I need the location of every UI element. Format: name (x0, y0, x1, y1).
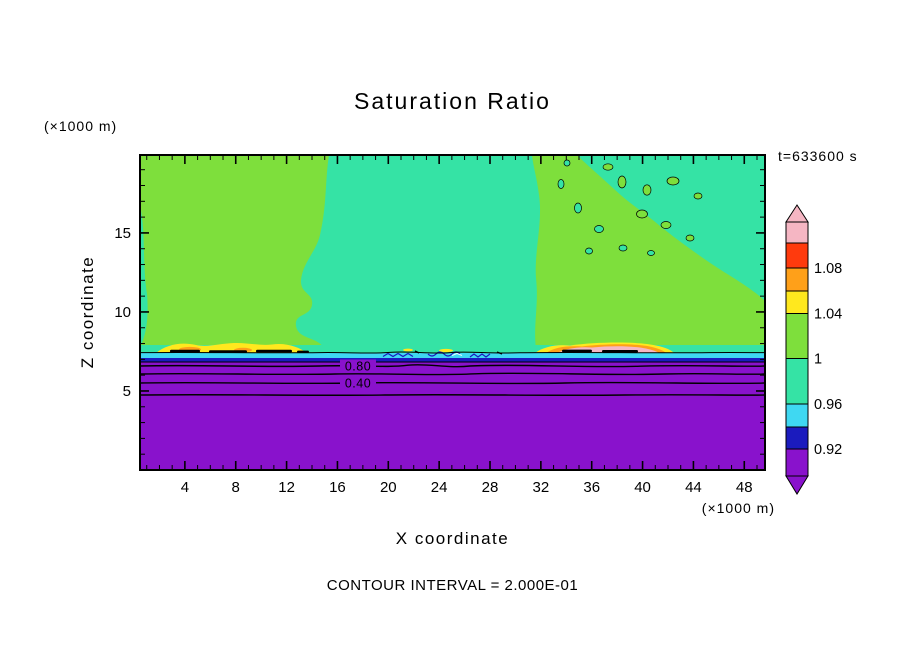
y-axis-units: (×1000 m) (44, 118, 118, 134)
contour-blob (642, 184, 652, 196)
x-tick-label: 36 (583, 479, 600, 496)
squiggle-speck (403, 348, 413, 352)
x-tick-label: 48 (736, 479, 753, 496)
y-tick-label: 5 (123, 383, 131, 400)
colorbar-segment (785, 242, 809, 269)
contour-blob (636, 209, 648, 219)
colorbar-segment (785, 221, 809, 244)
colorbar-label: 1.04 (814, 307, 842, 323)
x-tick-label: 12 (278, 479, 295, 496)
colorbar-segment (785, 403, 809, 428)
contour-blob (617, 175, 627, 189)
contour-line-0.40 (140, 381, 765, 385)
contour-line-1.00 (140, 351, 765, 354)
contour-line-labels: 0.80 0.40 (340, 359, 376, 391)
x-tick-label: 40 (634, 479, 651, 496)
contour-blob (693, 192, 703, 200)
squiggle (469, 353, 491, 358)
band-springgreen-strip (140, 345, 765, 353)
colorbar-segment (785, 448, 809, 477)
colorbar-arrow-top (785, 204, 809, 223)
contour-blob (563, 159, 571, 167)
contour-blob (618, 244, 628, 252)
colorbar: 1.08 1.04 1 0.96 0.92 (785, 204, 842, 495)
y-tick-label: 15 (114, 225, 131, 242)
contour-interval-note: CONTOUR INTERVAL = 2.000E-01 (326, 577, 579, 594)
pocket-dash-contours (170, 349, 638, 353)
squiggle (382, 352, 414, 358)
colorbar-segment (785, 358, 809, 405)
colorbar-segment (785, 267, 809, 292)
contour-blob (660, 221, 672, 229)
colorbar-segment (785, 426, 809, 450)
contour-blob (585, 247, 593, 255)
colorbar-label: 1 (814, 352, 822, 368)
colorbar-label: 0.96 (814, 397, 842, 413)
x-axis-units: (×1000 m) (701, 500, 775, 516)
contour-blob (666, 176, 680, 186)
filled-contour-regions: 0.80 0.40 (140, 155, 765, 470)
axis-ticks (140, 155, 765, 470)
x-tick-label: 28 (482, 479, 499, 496)
y-tick-label: 10 (114, 304, 131, 321)
x-tick-label: 24 (431, 479, 448, 496)
contour-blob (602, 163, 614, 171)
colorbar-arrow-bottom (785, 475, 809, 495)
x-axis-label: X coordinate (395, 529, 510, 548)
region-springgreen-middle (295, 155, 541, 349)
x-tick-label: 20 (380, 479, 397, 496)
x-tick-label: 4 (181, 479, 189, 496)
region-purple-lower (140, 362, 765, 470)
contour-label: 0.40 (345, 377, 371, 391)
dash-contour (602, 350, 638, 353)
contour-line-0.60 (140, 372, 765, 376)
contour-line-0.80 (140, 364, 765, 368)
colorbar-segment (785, 290, 809, 314)
colorbar-label: 1.08 (814, 261, 842, 277)
dash-contour (256, 349, 292, 353)
x-tick-label: 44 (685, 479, 702, 496)
band-navy-strip (140, 358, 765, 362)
contour-blobs (557, 159, 703, 256)
dash-contour (562, 349, 592, 353)
x-tick-label: 8 (232, 479, 240, 496)
squiggle-speck (439, 348, 453, 353)
contour-blob (594, 225, 604, 233)
contour-line-0.20 (140, 394, 765, 396)
contour-label: 0.80 (345, 360, 371, 374)
contour-blob (685, 234, 695, 242)
squiggle (451, 352, 463, 357)
contour-label-gap (340, 359, 376, 373)
x-tick-label: 32 (533, 479, 550, 496)
chart-title: Saturation Ratio (354, 88, 551, 114)
colorbar-label: 0.92 (814, 442, 842, 458)
colorbar-segment (785, 313, 809, 359)
contour-blob (647, 250, 655, 256)
line-contours (140, 351, 765, 396)
contour-blob (574, 202, 582, 214)
contour-blob (557, 179, 565, 189)
time-annotation: t=633600 s (778, 148, 858, 164)
region-springgreen-top-right (577, 155, 765, 301)
x-tick-label: 16 (329, 479, 346, 496)
contour-label-gap (340, 376, 376, 390)
dash-contour (170, 349, 200, 353)
